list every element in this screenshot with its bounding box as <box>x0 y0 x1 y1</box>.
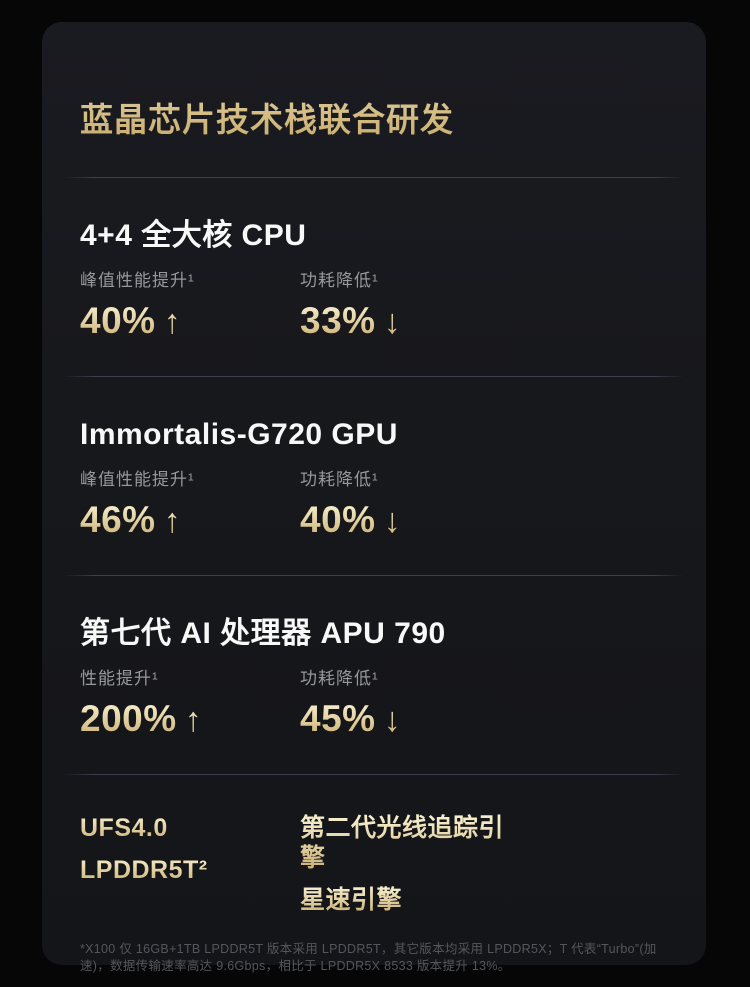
stat-value: 45% ↓ <box>300 700 520 739</box>
trend-down-arrow-icon: ↓ <box>383 303 402 341</box>
stat-value-number: 46% <box>80 499 156 540</box>
trend-up-arrow-icon: ↑ <box>184 701 203 739</box>
divider <box>64 376 684 377</box>
apu-stats-row: 性能提升¹ 200% ↑ 功耗降低¹ 45% ↓ <box>80 650 668 739</box>
stat-value-number: 40% <box>80 300 156 341</box>
stat-value-number: 45% <box>300 698 376 739</box>
divider <box>64 575 684 576</box>
stat-value-number: 40% <box>300 499 376 540</box>
gpu-power-stat: 功耗降低¹ 40% ↓ <box>300 451 520 540</box>
gpu-stats-row: 峰值性能提升¹ 46% ↑ 功耗降低¹ 40% ↓ <box>80 451 668 540</box>
apu-section-title: 第七代 AI 处理器 APU 790 <box>80 617 446 650</box>
apu-power-stat: 功耗降低¹ 45% ↓ <box>300 650 520 739</box>
feature-item-ufs: UFS4.0 <box>80 813 300 843</box>
divider <box>64 774 684 775</box>
cpu-peak-performance-stat: 峰值性能提升¹ 40% ↑ <box>80 252 300 341</box>
stat-value: 40% ↓ <box>300 501 520 540</box>
chip-spec-card: 蓝晶芯片技术栈联合研发 4+4 全大核 CPU 峰值性能提升¹ 40% ↑ 功耗降… <box>42 22 706 973</box>
feature-item-raytracing: 第二代光线追踪引擎 <box>300 813 520 873</box>
stat-value-number: 33% <box>300 300 376 341</box>
stat-label: 峰值性能提升¹ <box>80 271 195 290</box>
cpu-power-stat: 功耗降低¹ 33% ↓ <box>300 252 520 341</box>
apu-performance-stat: 性能提升¹ 200% ↑ <box>80 650 300 739</box>
stat-value: 40% ↑ <box>80 302 300 341</box>
stat-label: 性能提升¹ <box>80 669 159 688</box>
feature-item-starspeed: 星速引擎 <box>300 885 520 915</box>
cpu-section-title: 4+4 全大核 CPU <box>80 219 307 252</box>
stat-label: 峰值性能提升¹ <box>80 470 195 489</box>
stat-label: 功耗降低¹ <box>300 470 379 489</box>
trend-up-arrow-icon: ↑ <box>163 502 182 540</box>
feature-list: UFS4.0 LPDDR5T² 第二代光线追踪引擎 星速引擎 <box>80 813 668 915</box>
trend-up-arrow-icon: ↑ <box>163 303 182 341</box>
stat-value: 46% ↑ <box>80 501 300 540</box>
feature-item-lpddr: LPDDR5T² <box>80 855 300 885</box>
trend-down-arrow-icon: ↓ <box>383 701 402 739</box>
footnote: *X100 仅 16GB+1TB LPDDR5T 版本采用 LPDDR5T，其它… <box>80 942 657 973</box>
cpu-section: 4+4 全大核 CPU 峰值性能提升¹ 40% ↑ 功耗降低¹ 33% ↓ <box>64 219 684 377</box>
stat-value-number: 200% <box>80 698 177 739</box>
trend-down-arrow-icon: ↓ <box>383 502 402 540</box>
gpu-peak-performance-stat: 峰值性能提升¹ 46% ↑ <box>80 451 300 540</box>
stat-value: 200% ↑ <box>80 700 300 739</box>
stat-value: 33% ↓ <box>300 302 520 341</box>
apu-section: 第七代 AI 处理器 APU 790 性能提升¹ 200% ↑ 功耗降低¹ 45%… <box>64 617 684 775</box>
feature-col-engines: 第二代光线追踪引擎 星速引擎 <box>300 813 520 915</box>
feature-col-memory: UFS4.0 LPDDR5T² <box>80 813 300 915</box>
gpu-section: Immortalis-G720 GPU 峰值性能提升¹ 46% ↑ 功耗降低¹ 4… <box>64 418 684 576</box>
gpu-section-title: Immortalis-G720 GPU <box>80 418 398 451</box>
stat-label: 功耗降低¹ <box>300 669 379 688</box>
card-title: 蓝晶芯片技术栈联合研发 <box>80 22 668 140</box>
stat-label: 功耗降低¹ <box>300 271 379 290</box>
cpu-stats-row: 峰值性能提升¹ 40% ↑ 功耗降低¹ 33% ↓ <box>80 252 668 341</box>
divider <box>64 177 684 178</box>
